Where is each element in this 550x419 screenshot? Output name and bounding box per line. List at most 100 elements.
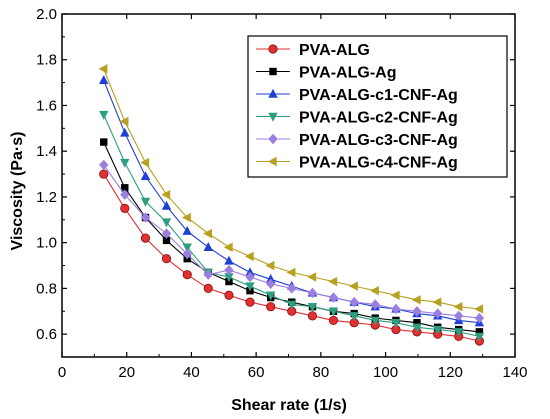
data-point (474, 312, 485, 324)
data-point (140, 197, 151, 207)
legend-label: PVA-ALG-c2-CNF-Ag (299, 110, 458, 127)
data-point (245, 282, 255, 292)
data-point (307, 272, 317, 282)
data-point (100, 138, 108, 146)
data-point (161, 200, 172, 210)
data-point (390, 290, 400, 300)
y-tick-label: 1.8 (36, 52, 57, 69)
data-point (223, 242, 233, 252)
y-tick-label: 0.8 (36, 280, 57, 297)
data-point (349, 312, 359, 322)
data-point (453, 328, 464, 338)
legend-label: PVA-ALG-Ag (299, 65, 396, 82)
data-point (140, 212, 151, 223)
data-point (348, 281, 358, 291)
data-point (453, 310, 464, 322)
legend-marker (267, 156, 277, 167)
data-point (266, 302, 276, 312)
data-point (224, 273, 234, 283)
data-point (98, 64, 108, 74)
data-point (161, 218, 172, 228)
axes-layer: 0 20 40 60 80 100 120 140 0.6 0.8 1.0 1.2 1.4 1.6 1.8 2… (36, 6, 527, 381)
y-tick-label: 1.4 (36, 143, 57, 160)
data-point (140, 233, 151, 243)
data-point (287, 283, 297, 294)
data-point (245, 271, 255, 283)
data-point (475, 328, 484, 336)
data-point (120, 158, 130, 168)
data-point (328, 292, 339, 303)
data-point (120, 203, 130, 213)
legend-entry: PVA-ALG-c3-CNF-Ag (256, 132, 458, 149)
data-point (453, 301, 463, 312)
data-point (99, 159, 109, 171)
data-point (140, 157, 150, 168)
data-point (474, 304, 484, 314)
data-point (370, 285, 379, 296)
data-point (370, 299, 380, 310)
data-point (307, 302, 318, 312)
data-point (413, 319, 421, 327)
data-point (307, 287, 318, 299)
data-point (266, 278, 276, 290)
data-point (120, 127, 130, 137)
x-tick-label: 40 (183, 364, 200, 381)
legend-entry: PVA-ALG (256, 42, 370, 59)
legend-marker (268, 133, 278, 145)
data-point (328, 276, 338, 287)
data-point (432, 297, 442, 307)
data-point (432, 325, 443, 335)
legend-label: PVA-ALG-c1-CNF-Ag (299, 87, 458, 104)
legend-entry: PVA-ALG-Ag (256, 65, 396, 82)
data-point (432, 308, 443, 319)
data-point (474, 332, 485, 342)
data-point (412, 306, 422, 317)
x-tick-label: 140 (502, 364, 527, 381)
legend-entry: PVA-ALG-c1-CNF-Ag (256, 87, 458, 104)
data-point (307, 311, 318, 321)
legend-entry: PVA-ALG-c2-CNF-Ag (256, 110, 458, 127)
data-point (245, 297, 255, 307)
data-point (203, 242, 213, 251)
data-point (411, 295, 421, 305)
data-point (119, 116, 129, 127)
data-point (244, 251, 254, 262)
data-point (182, 243, 192, 253)
x-tick-label: 100 (373, 364, 398, 381)
data-point (162, 236, 171, 245)
y-axis-title: Viscosity (Pa·s) (9, 132, 26, 251)
data-point (266, 291, 276, 301)
data-point (328, 315, 339, 326)
legend-marker (269, 67, 277, 76)
data-point (99, 75, 109, 85)
series-line (103, 173, 480, 342)
data-point (182, 248, 192, 260)
data-point (161, 228, 172, 239)
legend: PVA-ALG PVA-ALG-Ag PVA-ALG-c1-CNF-Ag PVA-AL… (247, 35, 508, 178)
data-point (224, 290, 234, 300)
y-tick-label: 1.2 (36, 189, 57, 206)
data-point (203, 269, 213, 280)
x-tick-label: 60 (248, 364, 265, 381)
data-point (245, 267, 255, 277)
data-point (266, 274, 276, 283)
data-point (140, 171, 151, 181)
x-axis-title: Shear rate (1/s) (231, 397, 347, 414)
y-tick-label: 2.0 (36, 6, 57, 23)
series-4 (99, 110, 485, 342)
data-point (224, 264, 234, 276)
legend-box (247, 35, 508, 178)
data-point (99, 110, 109, 120)
series-6 (98, 64, 484, 314)
data-point (391, 319, 401, 328)
data-point (287, 300, 297, 310)
data-point (203, 283, 213, 293)
data-point (99, 169, 109, 179)
legend-marker (268, 112, 278, 122)
x-tick-label: 0 (58, 364, 66, 381)
legend-label: PVA-ALG (299, 42, 370, 59)
data-point (161, 189, 171, 200)
data-point (412, 323, 422, 333)
data-point (286, 267, 296, 278)
data-point (182, 212, 191, 223)
